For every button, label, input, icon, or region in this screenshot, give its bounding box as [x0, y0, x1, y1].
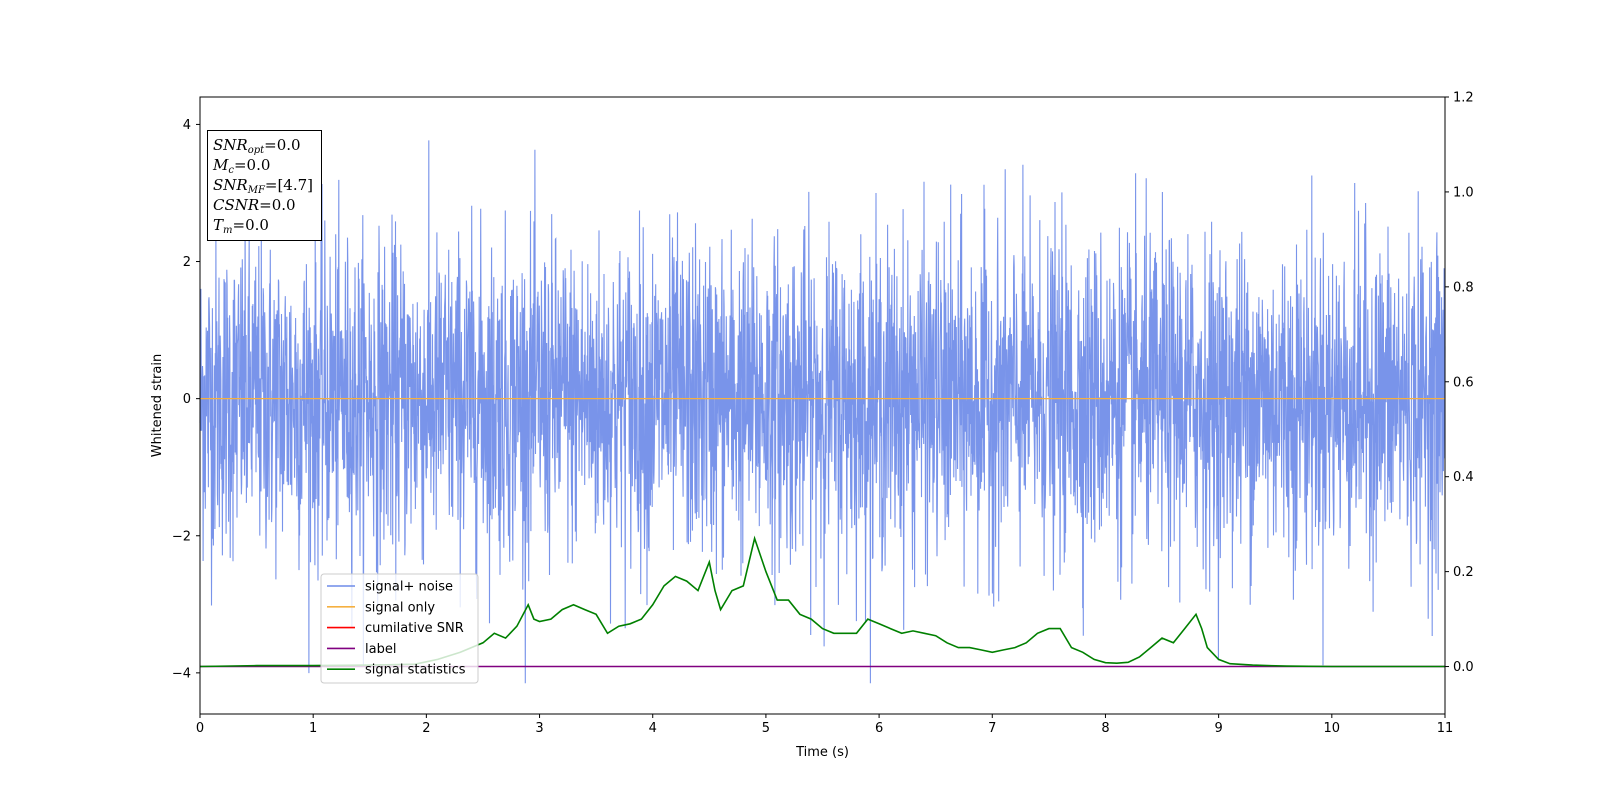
legend-label: signal only: [365, 600, 435, 615]
info-box: SNRopt=0.0 Mc=0.0 SNRMF=[4.7] CSNR=0.0 T…: [207, 130, 322, 241]
legend-label: cumilative SNR: [365, 621, 464, 636]
y2-tick-label: 1.0: [1453, 185, 1474, 200]
info-csnr: CSNR=0.0: [213, 196, 296, 214]
x-tick-label: 2: [422, 721, 430, 736]
x-tick-label: 9: [1214, 721, 1222, 736]
y-tick-label: −4: [172, 666, 191, 681]
info-tm: Tm=0.0: [213, 216, 269, 236]
x-axis-label: Time (s): [795, 745, 849, 760]
y2-tick-label: 0.6: [1453, 375, 1474, 390]
axes-ticks: 0 1 2 3 4 5 6 7 8 9 10 11 4 2 0 −2 −4 1.2 1.0 0.8 0.6 0.4 0.2 0…: [172, 91, 1474, 737]
legend-frame: [320, 573, 479, 684]
y-tick-label: −2: [172, 529, 191, 544]
y-tick-label: 4: [183, 118, 191, 133]
series-signal-noise-line: [199, 140, 1446, 684]
series-signal-noise: [199, 140, 1446, 684]
x-tick-label: 0: [196, 721, 204, 736]
x-tick-label: 6: [875, 721, 883, 736]
series-signal-statistics-line: [199, 535, 1445, 668]
info-snr-opt: SNRopt=0.0: [213, 136, 301, 156]
y-axis-label: Whitened strain: [150, 354, 165, 457]
y2-tick-label: 1.2: [1453, 91, 1474, 106]
x-tick-label: 7: [988, 721, 996, 736]
x-tick-label: 5: [762, 721, 770, 736]
x-tick-label: 1: [309, 721, 317, 736]
legend: signal+ noise signal only cumilative SNR la…: [320, 573, 479, 684]
legend-label: signal statistics: [365, 663, 466, 678]
x-tick-label: 8: [1101, 721, 1109, 736]
y-tick-label: 2: [183, 255, 191, 270]
legend-label: signal+ noise: [365, 580, 453, 595]
y2-tick-label: 0.2: [1453, 565, 1474, 580]
legend-label: label: [365, 642, 396, 657]
y2-tick-label: 0.4: [1453, 470, 1474, 485]
x-tick-label: 3: [535, 721, 543, 736]
y2-tick-label: 0.8: [1453, 280, 1474, 295]
y-tick-label: 0: [183, 392, 191, 407]
info-mc: Mc=0.0: [213, 156, 271, 176]
x-tick-label: 4: [649, 721, 657, 736]
x-tick-label: 10: [1324, 721, 1341, 736]
y2-tick-label: 0.0: [1453, 660, 1474, 675]
info-snr-mf: SNRMF=[4.7]: [213, 176, 314, 196]
x-tick-label: 11: [1437, 721, 1454, 736]
plot-frame: [199, 96, 1446, 715]
